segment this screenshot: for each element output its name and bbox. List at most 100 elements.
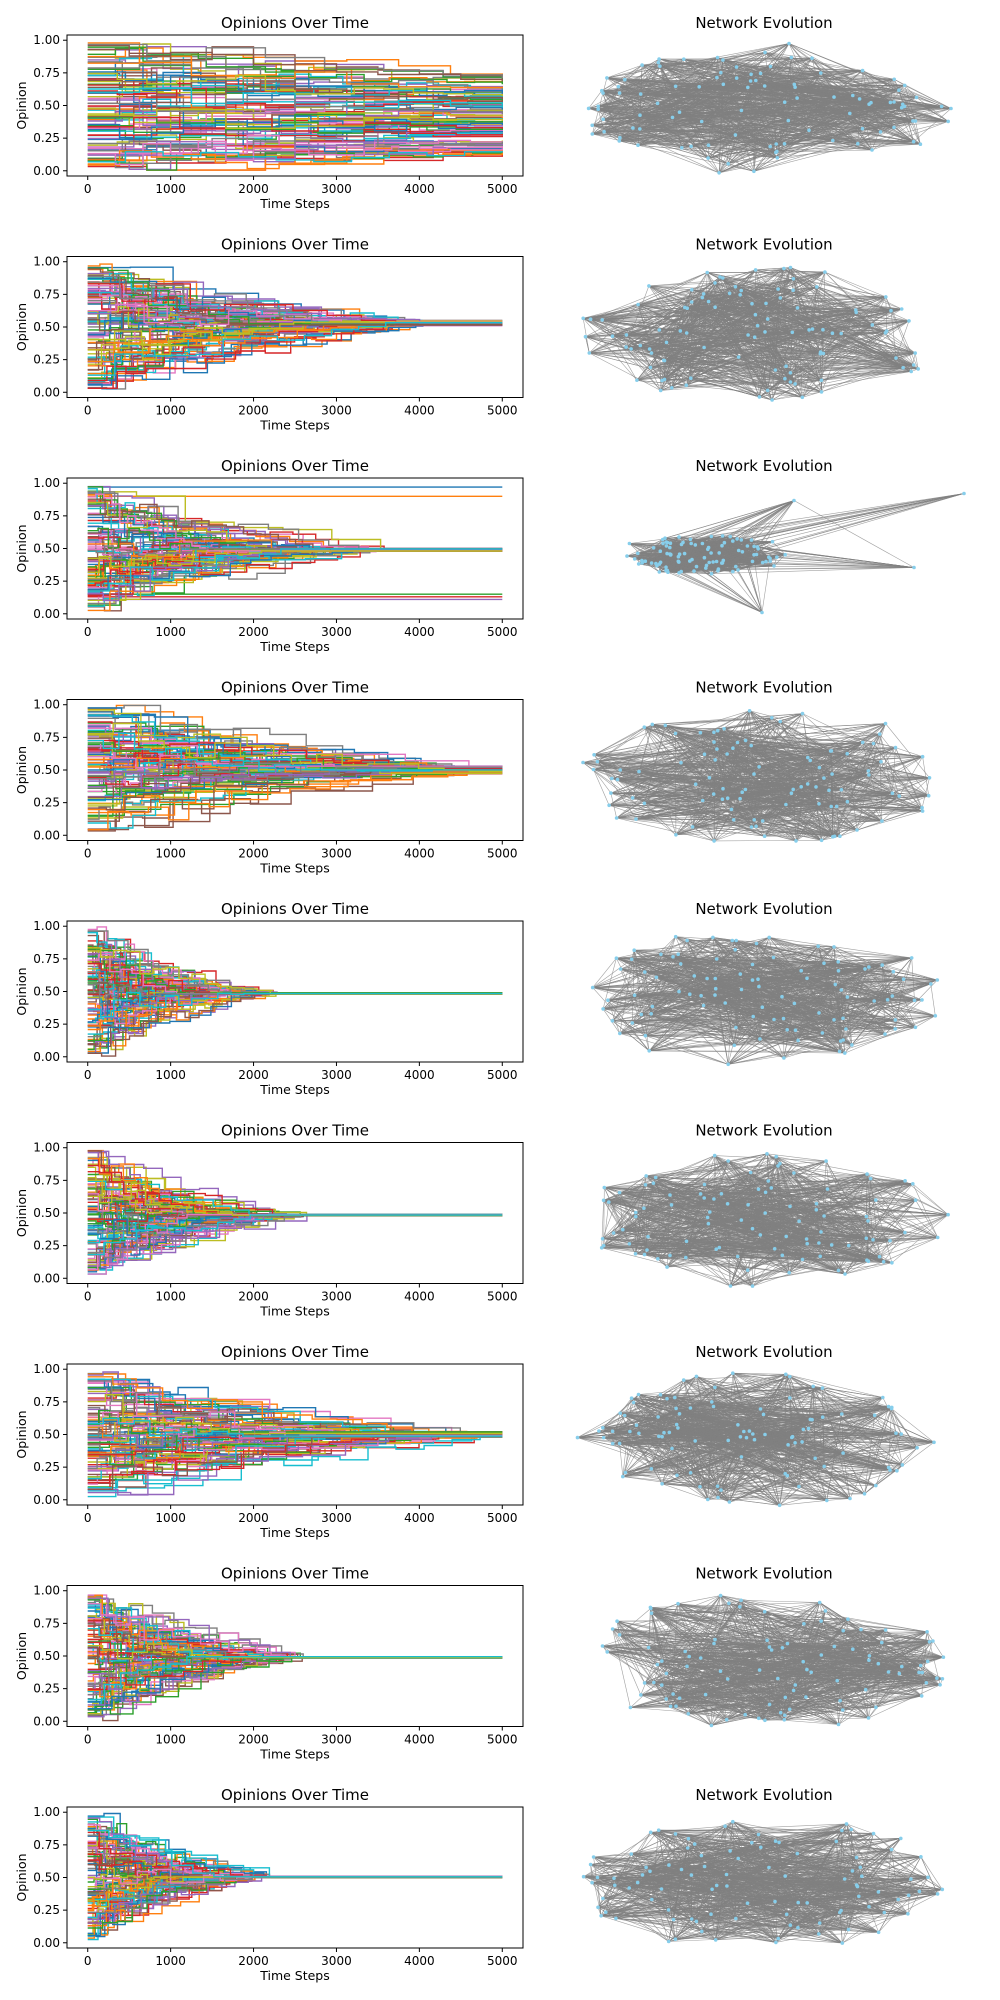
network-node (722, 540, 727, 545)
network-node (689, 300, 694, 304)
network-edge (675, 86, 742, 111)
network-title: Network Evolution (695, 14, 832, 32)
y-tick-label: 0.00 (33, 385, 60, 399)
network-edge (820, 72, 863, 129)
network-edge (723, 84, 949, 122)
network-node (884, 295, 888, 299)
network-edge (667, 570, 763, 613)
network-edge (598, 108, 778, 159)
network-node (870, 323, 875, 327)
network-node (658, 64, 662, 68)
network-node (752, 553, 756, 557)
network-node (701, 292, 706, 296)
network-node (692, 569, 696, 573)
network-node (590, 132, 595, 136)
network-node (601, 117, 605, 122)
x-axis-label: Time Steps (259, 418, 330, 433)
network-title: Network Evolution (695, 679, 832, 697)
network-node (618, 135, 622, 140)
network-node (764, 559, 768, 564)
network-node (786, 118, 791, 123)
network-edge (862, 70, 952, 109)
network-node (892, 125, 896, 130)
network-node (760, 560, 765, 565)
network-edge (602, 62, 659, 120)
opinion-series-line (87, 55, 503, 89)
network-node (949, 106, 953, 111)
series-group (87, 704, 503, 832)
network-edge (619, 92, 917, 98)
network-edge (764, 52, 821, 74)
network-edge (604, 131, 709, 146)
network-node (699, 119, 704, 124)
network-edge (639, 114, 858, 144)
network-node (728, 534, 732, 539)
network-edges (588, 43, 952, 174)
network-node (815, 285, 819, 289)
y-tick-label: 0.50 (33, 320, 60, 334)
network-node (683, 305, 687, 310)
network-node (638, 113, 642, 117)
network-node (889, 308, 893, 313)
network-node (894, 356, 898, 360)
network-node (654, 561, 658, 566)
network-node (705, 270, 709, 275)
network-node (590, 123, 594, 128)
network-edge (832, 140, 914, 142)
network-edge (796, 97, 873, 151)
opinion-series-line (87, 141, 503, 160)
network-node (690, 557, 694, 562)
network-edge (753, 85, 765, 172)
network-node (632, 557, 637, 561)
network-node (587, 351, 592, 355)
network-edge (681, 147, 777, 152)
network-edge (679, 72, 821, 113)
network-edge (707, 97, 798, 159)
network-node (716, 567, 721, 571)
network-node (899, 105, 904, 110)
network-node (638, 92, 643, 96)
x-tick-label: 1000 (155, 847, 186, 861)
network-node (765, 388, 770, 393)
network-node (731, 539, 735, 543)
network-node (684, 331, 689, 335)
network-node (673, 84, 678, 89)
network-node (657, 328, 662, 332)
y-tick-label: 0.50 (33, 763, 60, 777)
network-title: Network Evolution (695, 457, 832, 475)
network-edge (675, 86, 700, 88)
network-node (789, 55, 794, 60)
network-node (946, 119, 950, 124)
network-node (717, 171, 721, 175)
opinion-series-line (87, 151, 503, 163)
network-node (788, 371, 793, 375)
network-edge (619, 92, 777, 145)
network-edge (598, 86, 676, 107)
network-node (763, 50, 767, 55)
network-node (658, 549, 663, 553)
network-edge (753, 120, 916, 172)
network-edge (632, 127, 771, 147)
network-node (888, 100, 893, 105)
network-edge (784, 101, 872, 103)
chart-title: Opinions Over Time (221, 236, 369, 254)
network-node (869, 100, 873, 105)
network-node (913, 351, 917, 355)
network-node (664, 565, 668, 569)
network-node (792, 82, 797, 87)
network-node (601, 91, 605, 95)
x-tick-label: 4000 (404, 404, 435, 418)
network-node (754, 78, 758, 83)
network-node (745, 544, 750, 548)
network-node (899, 307, 904, 311)
network-node (677, 560, 681, 564)
network-node (664, 340, 669, 345)
network-node (757, 395, 762, 399)
network-node (856, 141, 860, 146)
y-axis-label: Opinion (14, 746, 29, 794)
network-edge (618, 86, 771, 147)
y-tick-label: 1.00 (33, 33, 60, 47)
network-node (902, 83, 907, 88)
network-node (823, 270, 827, 274)
network-node (721, 558, 726, 563)
